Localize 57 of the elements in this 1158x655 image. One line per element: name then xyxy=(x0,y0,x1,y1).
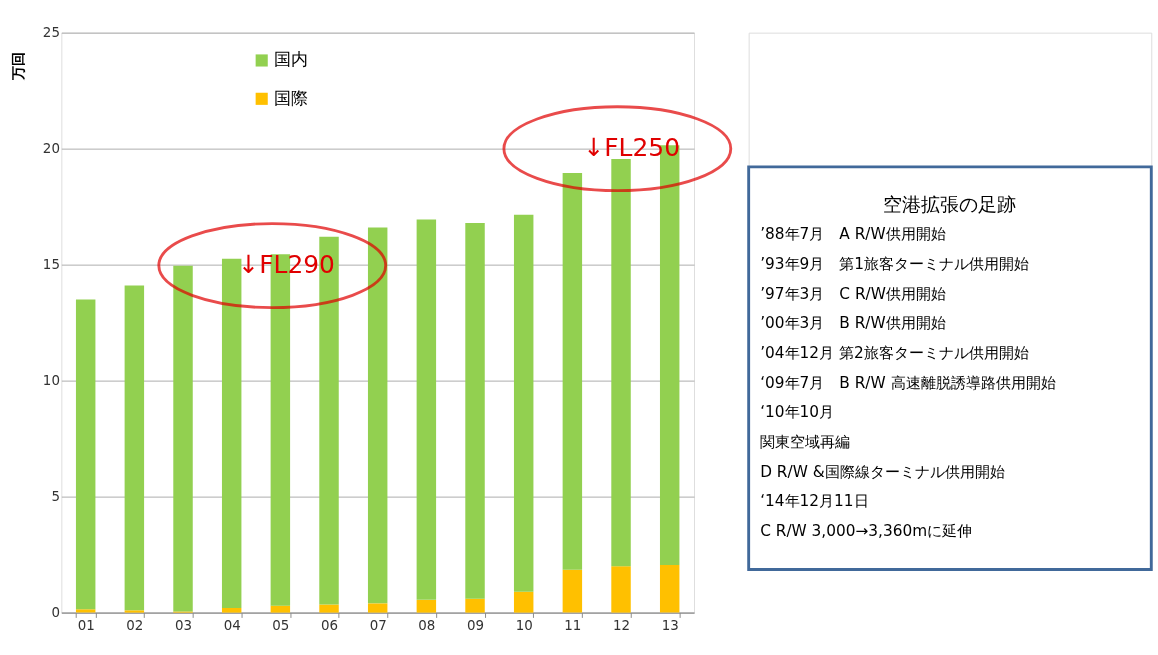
y-tick-label: 0 xyxy=(51,604,60,620)
bar xyxy=(416,599,437,613)
bar xyxy=(659,565,680,613)
x-tick-label: 05 xyxy=(272,618,290,634)
bar xyxy=(465,222,485,599)
text: 関東空域再編 xyxy=(760,433,851,452)
text: ’04年12月 第2旅客ターミナル供用開始 xyxy=(760,344,1029,363)
bar xyxy=(562,569,583,613)
bar xyxy=(513,591,534,613)
x-tick-label: 02 xyxy=(126,618,144,634)
x-tick-label: 13 xyxy=(661,618,679,634)
bar xyxy=(611,159,631,567)
y-tick-label: 15 xyxy=(42,256,60,272)
text: ’97年3月 C R/W供用開始 xyxy=(760,284,946,303)
text: ‘10年10月 xyxy=(760,403,835,422)
bar xyxy=(221,607,242,613)
x-tick-label: 09 xyxy=(466,618,485,634)
y-tick-label: 25 xyxy=(42,24,60,40)
x-tick-label: 08 xyxy=(418,618,436,634)
bar xyxy=(562,173,583,570)
bar xyxy=(173,265,193,612)
y-tick-label: 20 xyxy=(42,140,60,156)
text: C R/W 3,000→3,360mに延伸 xyxy=(760,522,973,541)
bar xyxy=(367,603,388,613)
x-tick-label: 04 xyxy=(223,618,241,634)
bar xyxy=(124,610,145,613)
text: ’00年3月 B R/W供用開始 xyxy=(760,314,946,333)
bar xyxy=(124,285,145,611)
bar xyxy=(270,605,291,613)
x-tick-label: 12 xyxy=(612,618,631,634)
bar xyxy=(611,566,631,613)
legend-label: 国内 xyxy=(274,49,309,70)
text: 空港拡張の足跡 xyxy=(883,192,1017,216)
bar xyxy=(75,299,96,610)
bar xyxy=(367,227,388,604)
legend-label: 国際 xyxy=(274,87,309,108)
bar xyxy=(319,604,339,613)
text: D R/W &国際線ターミナル供用開始 xyxy=(760,462,1005,481)
bar xyxy=(513,214,534,592)
y-axis-title: 万回 xyxy=(9,52,26,82)
text: ‘14年12月11日 xyxy=(760,492,869,511)
x-tick-label: 06 xyxy=(320,618,339,634)
y-tick-label: 10 xyxy=(42,372,60,388)
bar xyxy=(221,258,242,608)
text: ‘09年7月 B R/W 高速離脱誘導路供用開始 xyxy=(760,373,1056,392)
bar xyxy=(465,598,485,613)
bar xyxy=(416,219,437,600)
y-tick-label: 5 xyxy=(51,488,60,504)
x-tick-label: 10 xyxy=(515,618,533,634)
x-tick-label: 03 xyxy=(174,618,193,634)
x-tick-label: 07 xyxy=(369,618,387,634)
text: ’93年9月 第1旅客ターミナル供用開始 xyxy=(760,255,1030,274)
bar xyxy=(75,609,96,613)
text: ’88年7月 A R/W供用開始 xyxy=(760,225,946,244)
x-tick-label: 01 xyxy=(77,618,95,634)
x-tick-label: 11 xyxy=(564,618,582,634)
annotation: ↓FL250 xyxy=(583,133,681,163)
